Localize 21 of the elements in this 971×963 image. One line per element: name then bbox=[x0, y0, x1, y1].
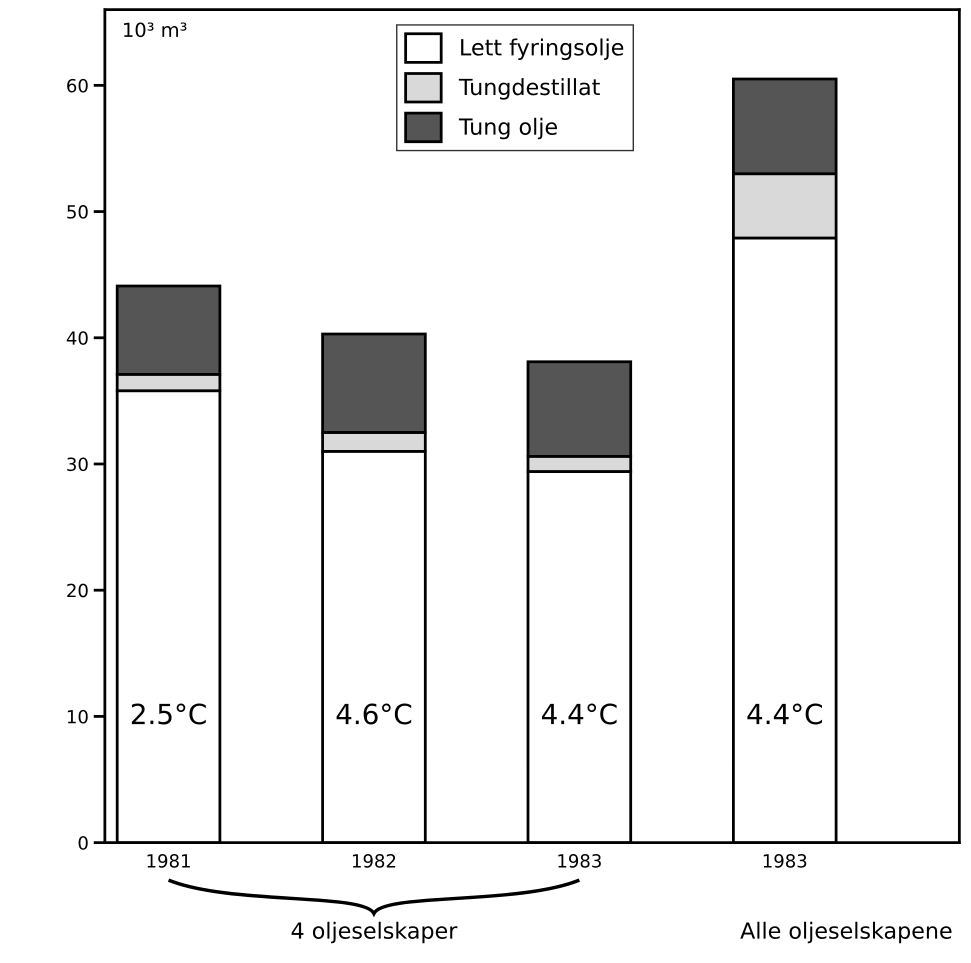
y-axis-title: 10³ m³ bbox=[124, 22, 186, 38]
x-tick-label: 1981 bbox=[148, 854, 190, 868]
legend-label: Tungdestillat bbox=[458, 78, 600, 100]
x-tick-label: 1983 bbox=[558, 854, 601, 868]
x-tick-label: 1983 bbox=[764, 854, 806, 868]
y-tick-label: 20 bbox=[67, 584, 88, 598]
y-tick-label: 50 bbox=[67, 205, 88, 219]
legend-label: Tung olje bbox=[458, 118, 557, 140]
annotation: 4.4°C bbox=[542, 703, 617, 724]
y-tick-label: 60 bbox=[67, 78, 88, 92]
text: 4 oljeselskaper bbox=[292, 922, 458, 944]
legend-label: Lett fyringsolje bbox=[461, 38, 624, 60]
annotation: 4.6°C bbox=[336, 703, 412, 724]
x-tick-label: 1982 bbox=[352, 854, 396, 868]
annotation: 2.5°C bbox=[132, 703, 206, 724]
y-tick-label: 10 bbox=[68, 710, 88, 724]
text: Alle oljeselskapene bbox=[740, 922, 952, 944]
y-tick-label: 30 bbox=[67, 457, 88, 472]
y-tick-label: 0 bbox=[78, 836, 88, 850]
y-tick-label: 40 bbox=[66, 331, 88, 345]
annotation: 4.4°C bbox=[747, 703, 822, 724]
